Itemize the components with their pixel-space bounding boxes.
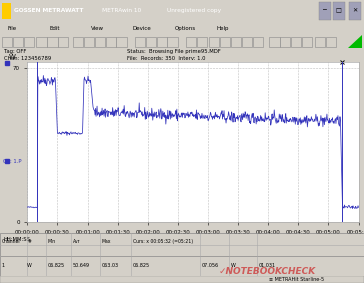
Bar [116,37,127,47]
Bar [73,37,83,47]
Bar [349,2,361,20]
Polygon shape [348,35,362,48]
Text: Help: Help [217,26,229,31]
Bar [146,37,156,47]
Text: ✕: ✕ [352,8,357,13]
Text: 01.031: 01.031 [258,263,276,267]
Text: View: View [91,26,104,31]
Text: W: W [27,263,32,267]
Text: C1: 1.P: C1: 1.P [3,159,22,164]
Bar [2,3,11,19]
Bar [242,37,252,47]
Text: Curs: x 00:05:32 (=05:21): Curs: x 00:05:32 (=05:21) [133,239,193,244]
Text: GOSSEN METRAWATT: GOSSEN METRAWATT [14,8,83,13]
Text: Chan: 123456789: Chan: 123456789 [4,56,51,61]
Bar [58,37,68,47]
Bar [167,37,178,47]
Bar [135,37,145,47]
Bar [269,37,280,47]
Text: Channel: Channel [2,239,20,244]
Bar [291,37,301,47]
Text: Status:  Browsing File prime95.MDF: Status: Browsing File prime95.MDF [127,50,221,54]
Text: Tag: OFF: Tag: OFF [4,50,26,54]
Bar [186,37,196,47]
Text: Edit: Edit [49,26,60,31]
Text: ─: ─ [323,8,326,13]
Text: 50.649: 50.649 [73,263,90,267]
Bar [333,2,345,20]
Text: #: # [27,239,31,244]
Text: 07.056: 07.056 [202,263,219,267]
Bar [106,37,116,47]
Bar [315,37,325,47]
Text: 063.03: 063.03 [102,263,119,267]
Text: Max: Max [102,239,111,244]
Text: □: □ [336,8,342,13]
Bar [47,37,58,47]
Text: ✓NOTEBOOKCHECK: ✓NOTEBOOKCHECK [218,267,316,276]
Bar [95,37,105,47]
Text: W: W [9,54,16,60]
Text: File: File [7,26,16,31]
Text: 06.825: 06.825 [133,263,150,267]
Bar [280,37,290,47]
Bar [318,2,331,20]
Text: Avr: Avr [73,239,80,244]
Bar [209,37,219,47]
Text: Options: Options [175,26,196,31]
Bar [302,37,312,47]
Bar [253,37,263,47]
Bar [13,37,23,47]
Text: 06.825: 06.825 [47,263,64,267]
Text: HH:MM:SS: HH:MM:SS [3,237,31,243]
Bar [197,37,207,47]
Bar [220,37,230,47]
Text: METRAwin 10: METRAwin 10 [102,8,141,13]
Bar [24,37,34,47]
Bar [326,37,336,47]
Text: 1: 1 [2,263,5,267]
Text: ≡ METRAHit Starline-5: ≡ METRAHit Starline-5 [269,277,324,282]
Text: W: W [231,263,236,267]
Bar [2,37,12,47]
Bar [157,37,167,47]
Bar [231,37,241,47]
Bar [84,37,94,47]
Text: Min: Min [47,239,55,244]
Text: Device: Device [133,26,152,31]
Bar [36,37,47,47]
Text: Unregistered copy: Unregistered copy [167,8,222,13]
Text: File:  Records: 350  Interv: 1.0: File: Records: 350 Interv: 1.0 [127,56,206,61]
